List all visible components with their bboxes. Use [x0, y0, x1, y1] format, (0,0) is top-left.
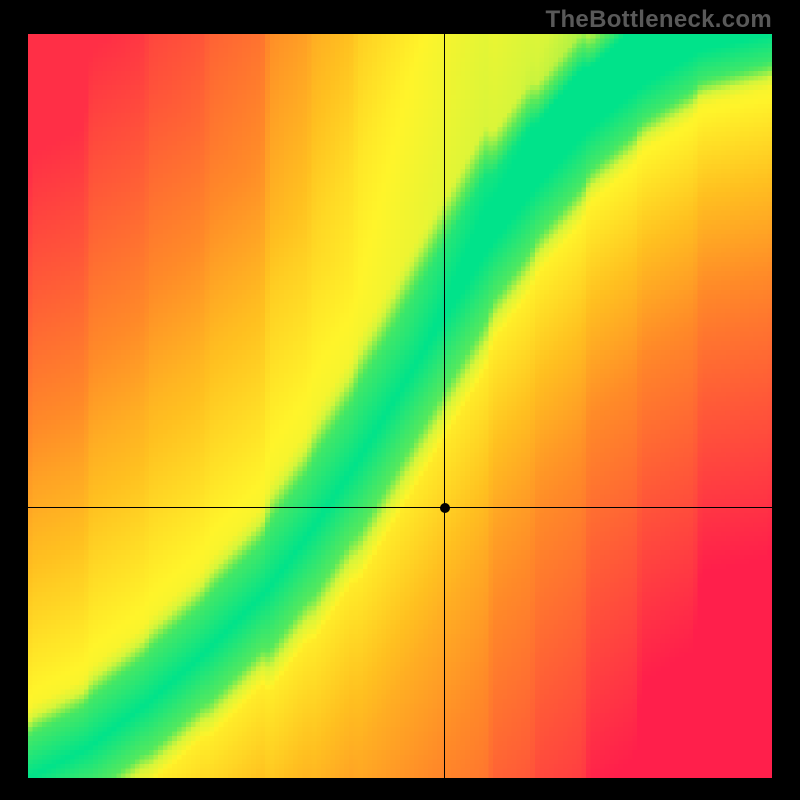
crosshair-horizontal	[28, 507, 772, 508]
data-point-marker	[440, 503, 450, 513]
chart-container: TheBottleneck.com	[0, 0, 800, 800]
watermark-text: TheBottleneck.com	[546, 6, 772, 34]
crosshair-vertical	[444, 34, 445, 778]
heatmap-canvas	[28, 34, 772, 778]
plot-area	[28, 34, 772, 778]
